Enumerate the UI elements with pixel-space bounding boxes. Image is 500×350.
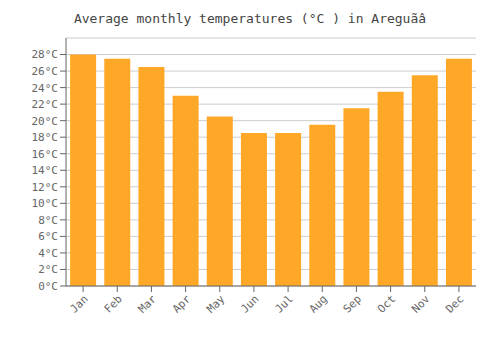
svg-text:12°C: 12°C — [32, 181, 59, 194]
svg-text:Sep: Sep — [341, 292, 364, 315]
svg-text:Jul: Jul — [272, 292, 295, 315]
svg-text:Dec: Dec — [443, 292, 466, 315]
svg-text:26°C: 26°C — [32, 65, 59, 78]
svg-text:20°C: 20°C — [32, 115, 59, 128]
svg-text:2°C: 2°C — [38, 263, 58, 276]
svg-text:22°C: 22°C — [32, 98, 59, 111]
svg-text:Nov: Nov — [409, 292, 433, 316]
svg-text:Aug: Aug — [307, 292, 330, 315]
html-text:Average monthly temperatures (: Average monthly temperatures (°C ) in Ar… — [73, 11, 427, 26]
svg-text:Apr: Apr — [170, 292, 194, 316]
svg-text:10°C: 10°C — [32, 197, 59, 210]
svg-text:24°C: 24°C — [32, 82, 59, 95]
svg-text:6°C: 6°C — [38, 230, 58, 243]
svg-text:Feb: Feb — [102, 292, 125, 315]
svg-text:18°C: 18°C — [32, 131, 59, 144]
svg-text:0°C: 0°C — [38, 280, 58, 293]
svg-text:Jun: Jun — [238, 292, 261, 315]
svg-text:4°C: 4°C — [38, 247, 58, 260]
svg-text:14°C: 14°C — [32, 164, 59, 177]
svg-text:28°C: 28°C — [32, 48, 59, 61]
svg-text:16°C: 16°C — [32, 148, 59, 161]
svg-text:May: May — [204, 292, 228, 316]
svg-text:Mar: Mar — [136, 292, 160, 316]
svg-text:Oct: Oct — [375, 292, 398, 315]
svg-text:Jan: Jan — [67, 292, 90, 315]
svg-text:8°C: 8°C — [38, 214, 58, 227]
